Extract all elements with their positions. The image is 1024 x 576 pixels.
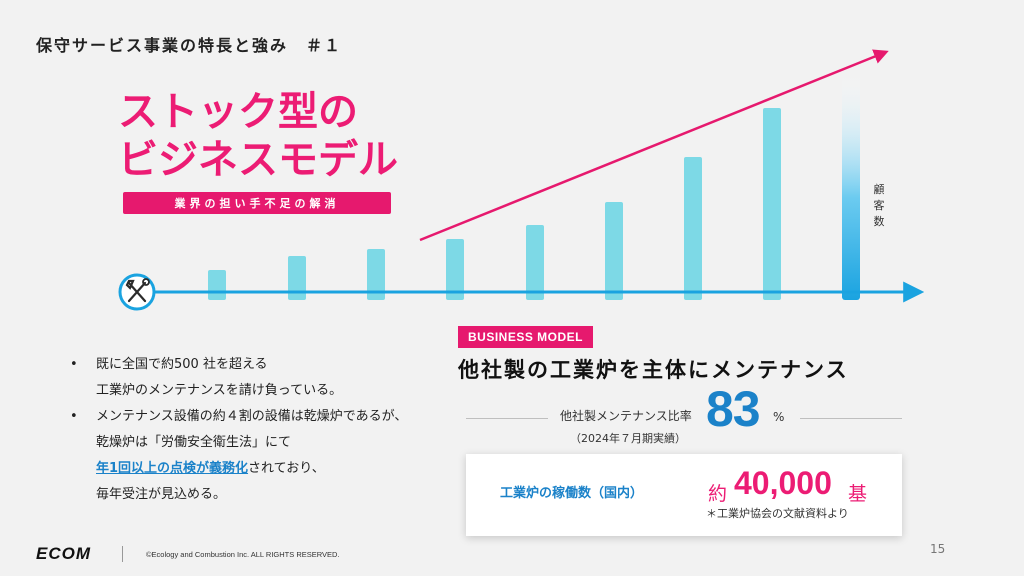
bullet-item: 既に全国で約500 社を超える 工業炉のメンテナンスを請け負っている。 [70,352,407,404]
tools-icon [118,273,156,311]
ratio-note: （2024年７月期実績） [570,432,686,445]
divider-right [800,418,902,419]
growth-bar-highlight [842,72,860,300]
card-value: 40,000 [734,465,832,501]
company-logo: ECOM [36,544,91,563]
growth-bar [446,239,464,300]
divider-left [466,418,548,419]
growth-bar [208,270,226,300]
growth-bar [763,108,781,300]
furnace-count-card [466,454,902,536]
business-model-heading: 他社製の工業炉を主体にメンテナンス [458,358,849,382]
trend-arrow [419,49,889,242]
headline-pill: 業界の担い手不足の解消 [123,192,391,214]
ratio-value: 83 [706,381,761,437]
footer-separator [122,546,123,562]
card-label: 工業炉の稼働数（国内） [500,486,644,501]
card-unit: 基 [848,483,868,505]
growth-bar [684,157,702,300]
bullet-line: 毎年受注が見込める。 [96,487,227,502]
bullet-line: 年1回以上の点検が義務化されており、 [96,456,407,482]
business-model-badge: BUSINESS MODEL [458,326,594,348]
copyright: ©Ecology and Combustion Inc. ALL RIGHTS … [146,550,340,559]
growth-bars [208,72,860,300]
bullet-line: 乾燥炉は「労働安全衛生法」にて [96,435,292,450]
growth-bar [288,256,306,300]
ratio-label: 他社製メンテナンス比率 [560,409,692,423]
bullet-line: 工業炉のメンテナンスを請け負っている。 [96,383,343,398]
bullet-emphasis: 年1回以上の点検が義務化 [96,461,249,476]
bullet-line: メンテナンス設備の約４割の設備は乾燥炉であるが、 [96,409,408,424]
growth-bar [367,249,385,300]
growth-bar [605,202,623,300]
bullet-item: メンテナンス設備の約４割の設備は乾燥炉であるが、 乾燥炉は「労働安全衛生法」にて… [70,404,407,508]
headline-line2: ビジネスモデル [118,137,398,183]
ratio-unit: % [773,410,785,424]
card-note: ＊工業炉協会の文献資料より [706,507,849,520]
bullet-line: 既に全国で約500 社を超える [96,357,268,372]
bullet-emphasis-after: されており、 [248,461,325,476]
customer-count-axis-label: 顧客数 [873,183,885,228]
bullet-list: 既に全国で約500 社を超える 工業炉のメンテナンスを請け負っている。 メンテナ… [70,352,407,508]
card-approx: 約 [708,483,728,505]
growth-bar [526,225,544,300]
page-title: 保守サービス事業の特長と強み ＃１ [36,36,343,55]
headline-line1: ストック型の [118,89,358,135]
page-number: 15 [930,542,946,556]
